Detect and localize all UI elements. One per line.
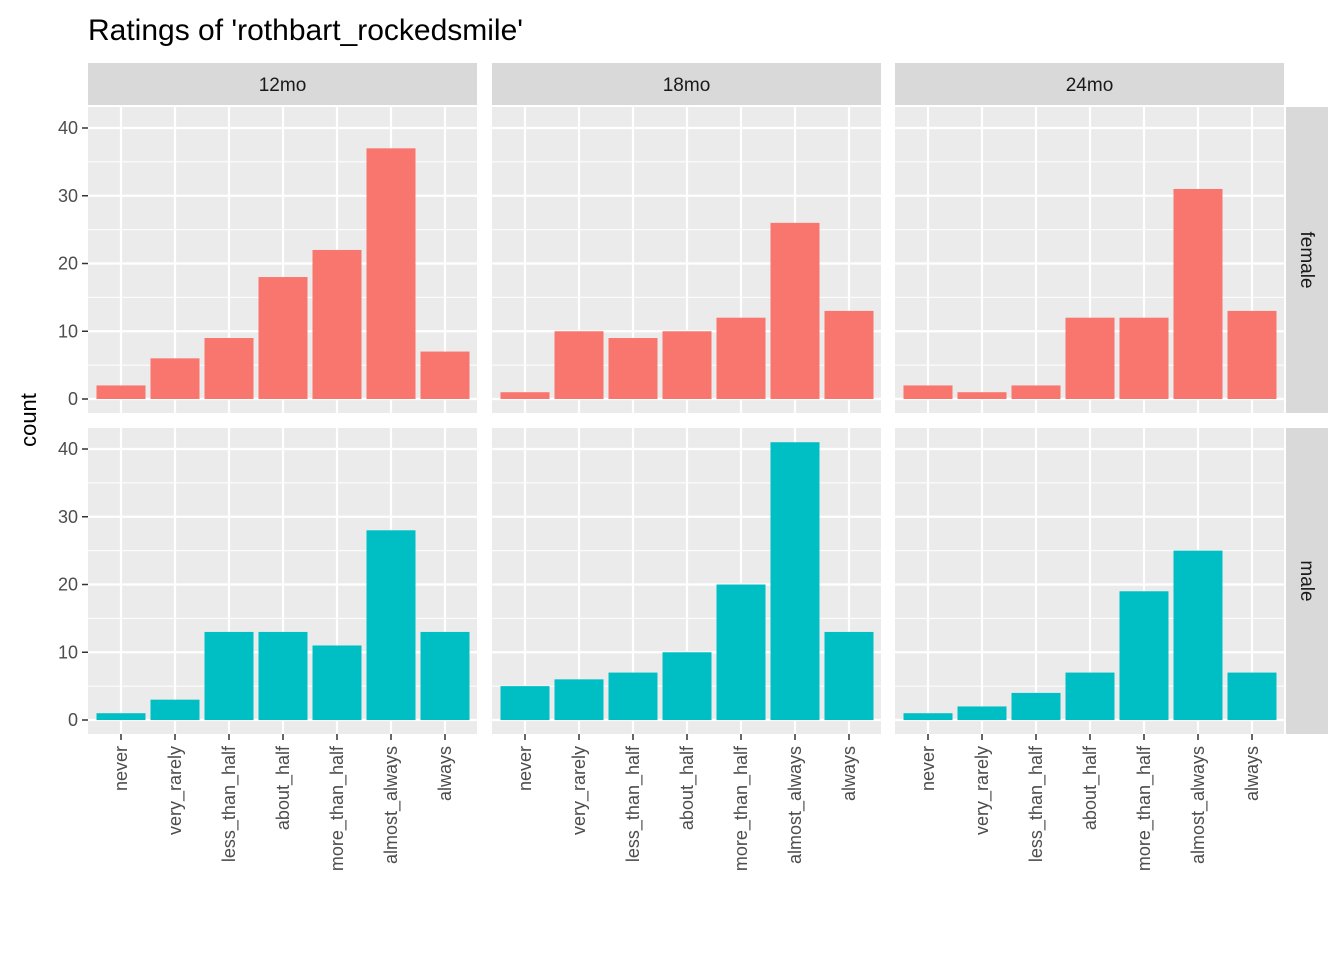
bar-almost_always [366,148,416,399]
x-tick-label-never: never [515,746,535,791]
x-tick-label-more_than_half: more_than_half [327,745,348,871]
bar-never [903,713,953,720]
y-tick-label: 0 [68,710,78,730]
x-tick-label-always: always [435,746,455,801]
x-tick-label-less_than_half: less_than_half [623,745,644,862]
x-tick-label-almost_always: almost_always [785,746,806,864]
bar-almost_always [1173,550,1223,720]
x-tick-label-about_half: about_half [273,745,294,830]
chart-title: Ratings of 'rothbart_rockedsmile' [88,14,523,47]
bar-more_than_half [1119,591,1169,720]
bar-always [420,351,470,399]
strip-18mo [492,63,881,105]
bar-always [824,310,874,399]
y-axis-title: count [16,393,41,447]
panel-female-24mo [895,107,1284,413]
panel-male-18mo [492,428,881,734]
strip-12mo [88,63,477,105]
y-tick-label: 10 [58,321,78,341]
bar-very_rarely [554,679,604,720]
bar-about_half [662,652,712,720]
bar-more_than_half [312,249,362,399]
bar-about_half [662,331,712,399]
bar-very_rarely [150,358,200,399]
y-tick-label: 10 [58,642,78,662]
panel-female-18mo [492,107,881,413]
x-tick-label-more_than_half: more_than_half [731,745,752,871]
x-tick-label-always: always [1242,746,1262,801]
y-tick-label: 40 [58,118,78,138]
bar-never [500,686,550,720]
strip-label-male: male [1296,560,1317,601]
bar-less_than_half [608,338,658,399]
y-tick-label: 30 [58,186,78,206]
bar-less_than_half [204,631,254,720]
bar-almost_always [770,222,820,399]
bar-very_rarely [554,331,604,399]
bar-always [1227,672,1277,720]
panel-male-24mo [895,428,1284,734]
bar-always [420,631,470,720]
y-tick-label: 20 [58,575,78,595]
bar-about_half [258,631,308,720]
bar-more_than_half [716,317,766,399]
bar-more_than_half [312,645,362,720]
strip-label-18mo: 18mo [663,75,711,96]
bar-very_rarely [150,699,200,720]
bar-almost_always [366,530,416,720]
facet-panels: 12mo 18mo 24mo female male 0 10 20 30 40 0 10 20 30 40… [58,63,1328,871]
bar-less_than_half [1011,385,1061,399]
bar-less_than_half [1011,692,1061,720]
panel-male-12mo [88,428,477,734]
y-tick-label: 20 [58,254,78,274]
bar-almost_always [770,442,820,720]
strip-label-female: female [1296,231,1317,288]
x-tick-label-about_half: about_half [1080,745,1101,830]
x-tick-label-never: never [111,746,131,791]
strip-label-12mo: 12mo [259,75,307,96]
bar-always [824,631,874,720]
y-tick-label: 0 [68,389,78,409]
bar-almost_always [1173,188,1223,399]
y-tick-label: 40 [58,439,78,459]
panel-female-12mo [88,107,477,413]
x-tick-label-always: always [839,746,859,801]
bar-never [96,713,146,720]
bar-about_half [1065,317,1115,399]
x-tick-label-less_than_half: less_than_half [1026,745,1047,862]
x-tick-label-almost_always: almost_always [381,746,402,864]
x-tick-label-more_than_half: more_than_half [1134,745,1155,871]
strip-label-24mo: 24mo [1066,75,1114,96]
bar-always [1227,310,1277,399]
bar-less_than_half [204,338,254,399]
strip-24mo [895,63,1284,105]
bar-more_than_half [1119,317,1169,399]
bar-less_than_half [608,672,658,720]
x-tick-label-less_than_half: less_than_half [219,745,240,862]
x-tick-label-never: never [918,746,938,791]
strip-female [1286,107,1328,413]
strip-male [1286,428,1328,734]
bar-very_rarely [957,706,1007,720]
x-tick-label-about_half: about_half [677,745,698,830]
x-tick-label-very_rarely: very_rarely [569,746,590,835]
bar-never [903,385,953,399]
bar-about_half [258,277,308,399]
bar-more_than_half [716,584,766,720]
bar-very_rarely [957,392,1007,399]
y-tick-label: 30 [58,507,78,527]
bar-about_half [1065,672,1115,720]
x-tick-label-very_rarely: very_rarely [972,746,993,835]
x-tick-label-almost_always: almost_always [1188,746,1209,864]
bar-never [500,392,550,399]
x-tick-label-very_rarely: very_rarely [165,746,186,835]
bar-never [96,385,146,399]
